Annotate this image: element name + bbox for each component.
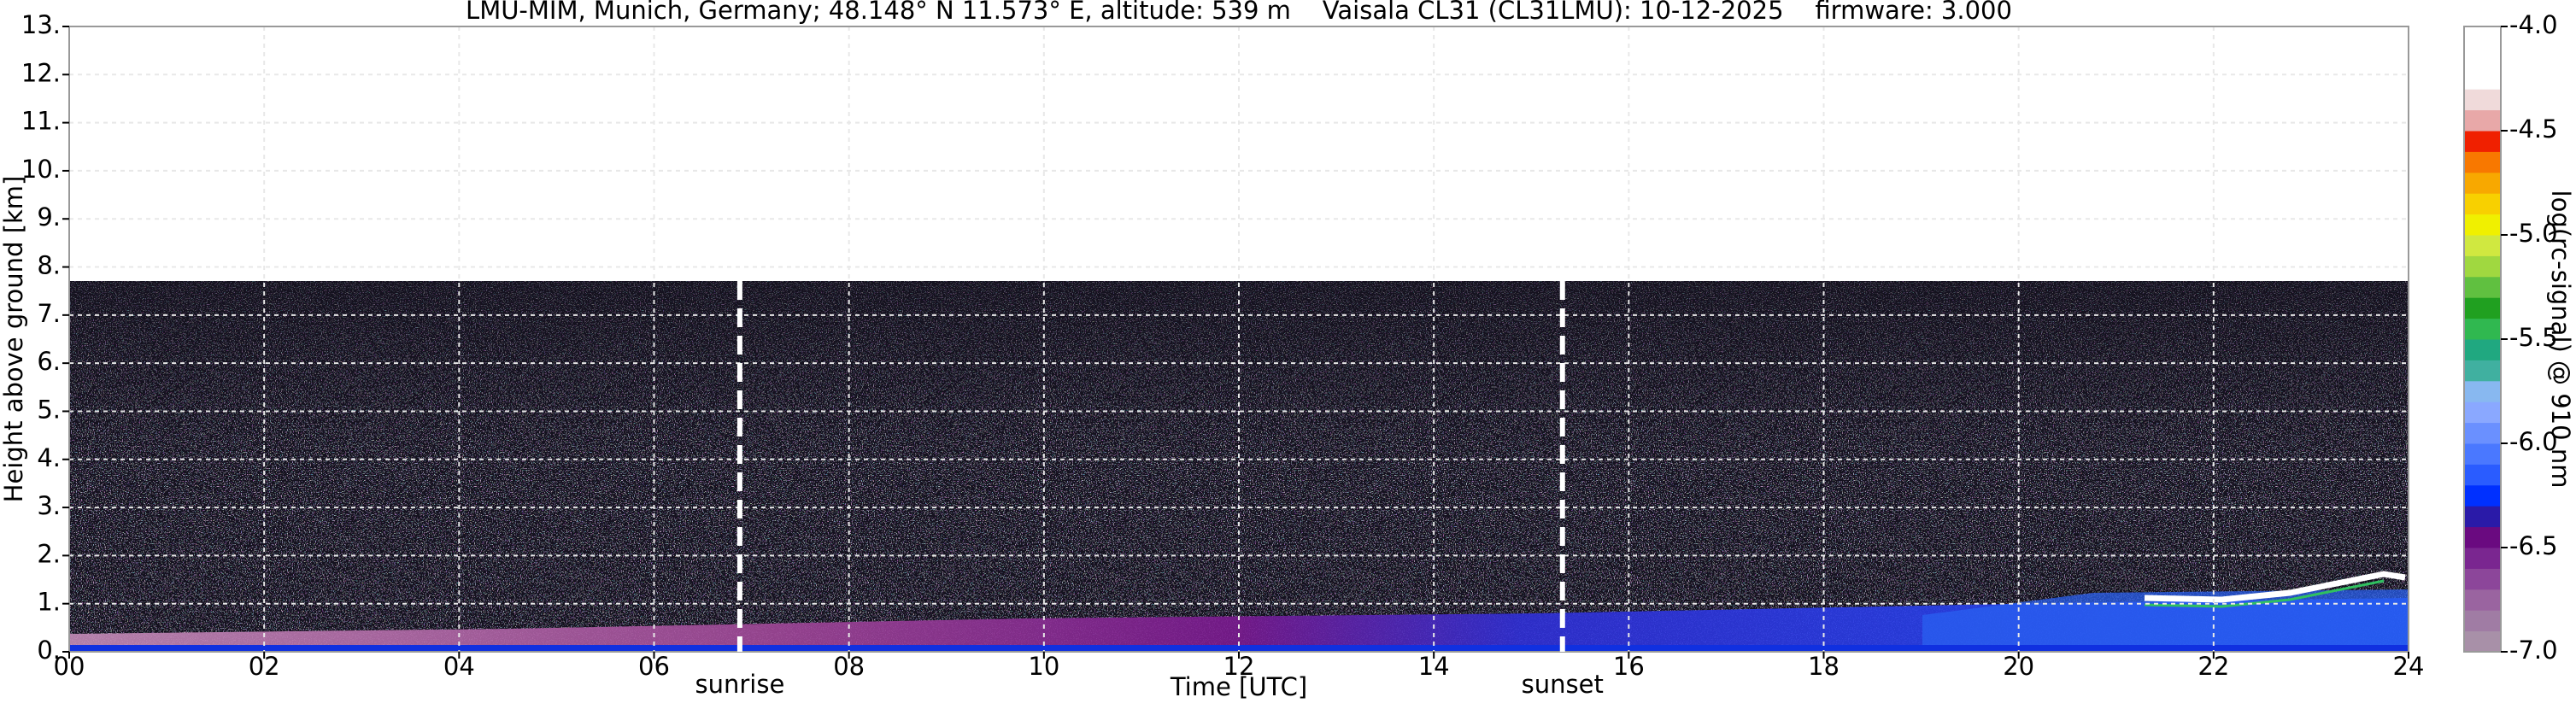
colorbar-swatch xyxy=(2464,193,2501,215)
colorbar-swatch xyxy=(2464,318,2501,340)
colorbar-tick-label: -4.0 xyxy=(2509,10,2558,39)
y-tick-label: 4. xyxy=(37,443,61,472)
x-tick-label: 12 xyxy=(1223,652,1255,681)
colorbar-tick-label: -7.0 xyxy=(2509,636,2558,665)
colorbar-tick-label: -4.5 xyxy=(2509,114,2558,144)
colorbar-swatch xyxy=(2464,297,2501,319)
colorbar-swatch xyxy=(2464,568,2501,590)
colorbar-swatch xyxy=(2464,422,2501,444)
colorbar-swatch xyxy=(2464,630,2501,653)
y-axis-label: Height above ground [km] xyxy=(0,176,28,503)
y-tick-label: 0. xyxy=(37,636,61,665)
x-tick-label: 24 xyxy=(2393,652,2425,681)
y-tick-label: 1. xyxy=(37,588,61,617)
colorbar-swatch xyxy=(2464,380,2501,402)
colorbar-swatch xyxy=(2464,276,2501,298)
colorbar-swatch xyxy=(2464,443,2501,465)
x-tick-label: 16 xyxy=(1613,652,1645,681)
annotation-label: sunrise xyxy=(695,670,784,699)
chart-title: LMU-MIM, Munich, Germany; 48.148° N 11.5… xyxy=(466,0,2012,25)
colorbar-swatch xyxy=(2464,589,2501,611)
colorbar-swatch xyxy=(2464,401,2501,424)
colorbar-swatch xyxy=(2464,506,2501,528)
x-axis-label: Time [UTC] xyxy=(1170,672,1307,701)
y-tick-label: 12. xyxy=(21,58,61,87)
x-tick-label: 02 xyxy=(249,652,280,681)
colorbar-swatch xyxy=(2464,548,2501,569)
y-tick-label: 3. xyxy=(37,491,61,520)
x-tick-label: 18 xyxy=(1808,652,1840,681)
y-tick-label: 8. xyxy=(37,251,61,280)
y-tick-label: 11. xyxy=(21,107,61,136)
colorbar-swatch xyxy=(2464,526,2501,548)
colorbar-tick-label: -5.0 xyxy=(2509,219,2558,248)
colorbar-swatch xyxy=(2464,464,2501,486)
colorbar-swatch xyxy=(2464,235,2501,256)
y-tick-label: 9. xyxy=(37,202,61,231)
colorbar-swatch xyxy=(2464,26,2501,48)
cloud-edge xyxy=(2144,579,2385,608)
colorbar-swatch xyxy=(2464,610,2501,632)
x-tick-label: 22 xyxy=(2198,652,2229,681)
colorbar-swatch xyxy=(2464,151,2501,173)
x-tick-label: 10 xyxy=(1028,652,1059,681)
colorbar-swatch xyxy=(2464,89,2501,111)
colorbar-tick-label: -5.5 xyxy=(2509,323,2558,352)
y-tick-label: 6. xyxy=(37,347,61,376)
x-tick-label: 14 xyxy=(1418,652,1450,681)
x-tick-label: 04 xyxy=(443,652,475,681)
x-tick-label: 00 xyxy=(54,652,85,681)
colorbar-label: log(rc-signal) @ 910 nm xyxy=(2546,190,2575,489)
cloud-layer xyxy=(2144,571,2406,603)
colorbar-swatch xyxy=(2464,484,2501,507)
x-tick-label: 08 xyxy=(833,652,865,681)
y-tick-label: 7. xyxy=(37,299,61,328)
noise-fade xyxy=(69,281,2409,452)
x-tick-label: 06 xyxy=(638,652,670,681)
colorbar-swatch xyxy=(2464,109,2501,132)
y-tick-label: 5. xyxy=(37,395,61,424)
y-tick-label: 2. xyxy=(37,539,61,568)
colorbar-swatch xyxy=(2464,172,2501,194)
colorbar-swatch xyxy=(2464,360,2501,382)
colorbar-swatch xyxy=(2464,67,2501,90)
colorbar-swatch xyxy=(2464,47,2501,69)
colorbar-tick-label: -6.0 xyxy=(2509,427,2558,456)
x-tick-label: 20 xyxy=(2003,652,2034,681)
boundary-layer xyxy=(1922,589,2409,652)
colorbar-swatch xyxy=(2464,131,2501,152)
annotation-label: sunset xyxy=(1522,670,1604,699)
colorbar-tick-label: -6.5 xyxy=(2509,531,2558,560)
colorbar-swatch xyxy=(2464,339,2501,360)
y-tick-label: 10. xyxy=(21,155,61,184)
surface-layer xyxy=(69,645,2409,652)
colorbar-swatch xyxy=(2464,255,2501,278)
y-tick-label: 13. xyxy=(21,10,61,39)
colorbar-swatch xyxy=(2464,214,2501,236)
